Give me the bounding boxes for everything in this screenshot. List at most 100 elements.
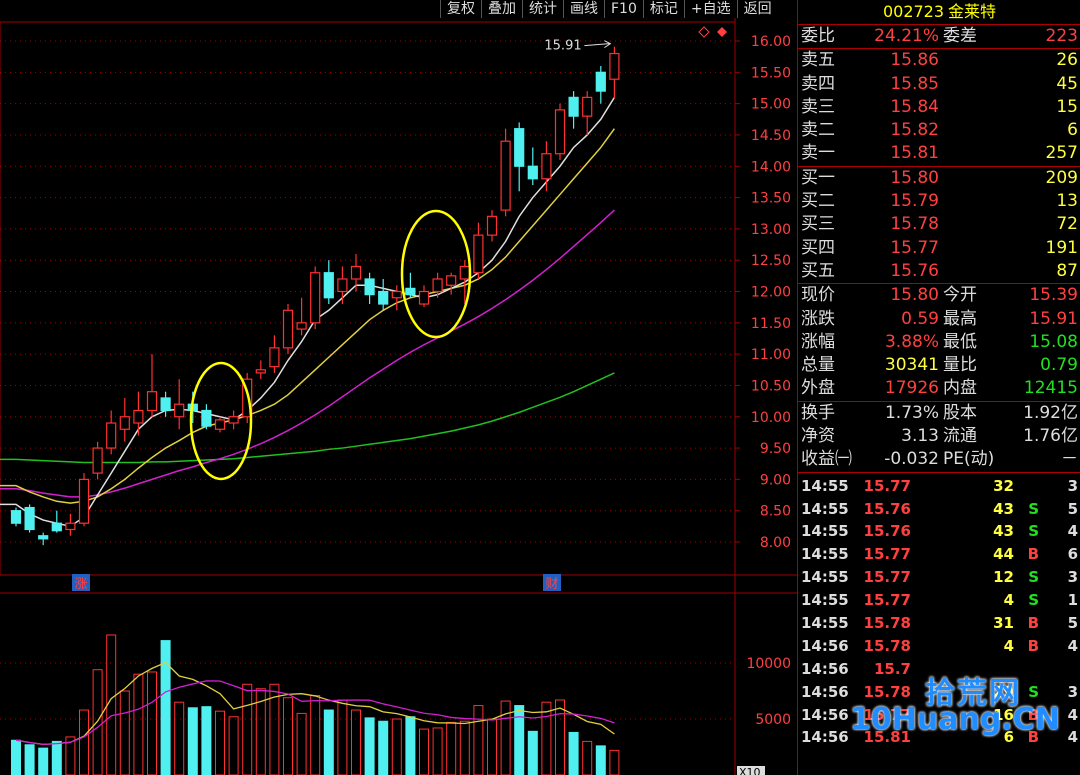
- toolbar-button-3[interactable]: 画线: [563, 0, 604, 18]
- order-price: 15.81: [890, 143, 939, 164]
- candle: [486, 210, 498, 242]
- candle: [527, 147, 538, 186]
- price-tick-label: 14.00: [751, 159, 791, 175]
- sell-row: 卖三 15.84 15: [798, 96, 1080, 119]
- tick-row: 14:56 15.78 4 B 4: [798, 635, 1080, 658]
- tick-price: 15.81: [863, 728, 911, 747]
- price-tick-label: 12.50: [751, 253, 791, 269]
- price-tick-label: 8.50: [760, 504, 791, 520]
- weicha-label: 委差: [943, 26, 977, 46]
- candle: [92, 441, 103, 480]
- order-price: 15.86: [890, 50, 939, 71]
- ma60-line: [0, 372, 615, 464]
- stat-value: －: [1061, 449, 1078, 470]
- volume-unit-badge: [737, 766, 765, 775]
- order-label: 卖三: [801, 96, 835, 117]
- volume-ma-line: [15, 680, 615, 746]
- toolbar-button-4[interactable]: F10: [604, 0, 643, 18]
- buy-orders: 买一 15.80 209 买二 15.79 13 买三 15.78 72 买四 15.77 191 买五…: [798, 167, 1080, 285]
- tick-time: 14:56: [801, 636, 849, 655]
- order-price: 15.76: [890, 260, 939, 281]
- tick-time: 14:56: [801, 705, 849, 724]
- volume-bar: [337, 699, 348, 775]
- stat-label: 最低: [943, 331, 977, 352]
- toolbar-button-5[interactable]: 标记: [642, 0, 684, 18]
- candlestick-chart[interactable]: 16.00 15.50 15.00 14.50 14.00 13.50 13.00 12.50…: [0, 0, 797, 775]
- toolbar-button-1[interactable]: 叠加: [481, 0, 522, 18]
- tick-row: 14:56 15.78 29 S 3: [798, 681, 1080, 704]
- tick-price: 15.78: [863, 636, 911, 655]
- price-tick-label: 9.00: [760, 472, 791, 488]
- tick-price: 15.77: [863, 545, 911, 564]
- stat-value: 15.39: [1029, 285, 1078, 306]
- order-volume: 257: [1045, 143, 1078, 164]
- event-marker-label: 涨: [74, 577, 87, 592]
- tick-price: 15.77: [863, 568, 911, 587]
- volume-bar: [459, 720, 470, 775]
- tick-price: 15.7: [873, 659, 911, 678]
- order-volume: 191: [1045, 237, 1078, 258]
- volume-bar: [38, 747, 49, 775]
- price-stats: 现价 15.80 今开 15.39 涨跌 0.59 最高 15.91 涨幅 3.88% 最低 15.0…: [798, 284, 1080, 402]
- weibi-label: 委比: [801, 26, 835, 46]
- high-price-label: 15.91: [544, 39, 581, 54]
- toolbar-button-6[interactable]: +自选: [683, 0, 737, 18]
- order-label: 买四: [801, 237, 835, 258]
- volume-unit-label: X10: [739, 766, 761, 775]
- candle: [446, 272, 457, 295]
- diamond-filled-icon[interactable]: [717, 27, 727, 37]
- stat-row: 总量 30341 量比 0.79: [798, 354, 1080, 377]
- candle: [24, 504, 35, 533]
- high-arrow-icon: [584, 40, 612, 49]
- stat-value: 17926: [884, 378, 939, 399]
- stat-label: 最高: [943, 308, 977, 329]
- stat-value: 1.92亿: [1023, 402, 1078, 423]
- candle: [269, 335, 280, 373]
- stat-label: 内盘: [943, 378, 977, 399]
- volume-bar: [323, 709, 334, 775]
- candle: [500, 128, 511, 217]
- stat-value: 12415: [1023, 378, 1078, 399]
- order-label: 买二: [801, 191, 835, 212]
- tick-price: 15.77: [863, 705, 911, 724]
- volume-bar: [11, 739, 21, 775]
- toolbar-button-2[interactable]: 统计: [522, 0, 563, 18]
- candle: [582, 91, 593, 135]
- candle: [296, 297, 307, 336]
- tick-volume: 4: [1003, 591, 1014, 610]
- tick-row: 14:56 15.77 16 B 4: [798, 704, 1080, 727]
- event-marker-badge[interactable]: [72, 574, 90, 591]
- candle: [554, 103, 566, 160]
- stat-value: 1.73%: [884, 402, 939, 423]
- sell-row: 卖四 15.85 45: [798, 73, 1080, 96]
- candle: [106, 410, 117, 455]
- stat-value: -0.032: [884, 449, 939, 470]
- toolbar-button-0[interactable]: 复权: [440, 0, 481, 18]
- stat-label: 流通: [943, 426, 977, 447]
- tick-volume: 12: [993, 568, 1014, 587]
- volume-bar: [568, 731, 579, 775]
- volume-bar: [201, 706, 212, 775]
- stock-name: 金莱特: [948, 2, 997, 21]
- ma10-line: [0, 128, 616, 504]
- sell-row: 卖五 15.86 26: [798, 49, 1080, 72]
- volume-bar: [405, 716, 416, 775]
- volume-bar: [595, 745, 606, 775]
- order-label: 卖一: [801, 143, 835, 164]
- stock-title: 002723 金莱特: [798, 0, 1080, 25]
- diamond-icon[interactable]: [698, 26, 710, 38]
- candle: [78, 473, 90, 527]
- tick-side: S: [1028, 682, 1039, 701]
- tick-row: 14:55 15.77 12 S 3: [798, 566, 1080, 589]
- tick-side: B: [1027, 545, 1039, 564]
- volume-bar: [215, 710, 225, 775]
- stat-value: 0.59: [901, 308, 939, 329]
- toolbar-button-7[interactable]: 返回: [736, 0, 778, 18]
- volume-bar: [582, 740, 593, 775]
- candle: [174, 379, 185, 430]
- candle: [609, 46, 620, 99]
- order-price: 15.78: [890, 214, 939, 235]
- candle: [364, 272, 375, 305]
- stat-label: 量比: [943, 355, 977, 376]
- event-marker-badge[interactable]: [543, 574, 561, 591]
